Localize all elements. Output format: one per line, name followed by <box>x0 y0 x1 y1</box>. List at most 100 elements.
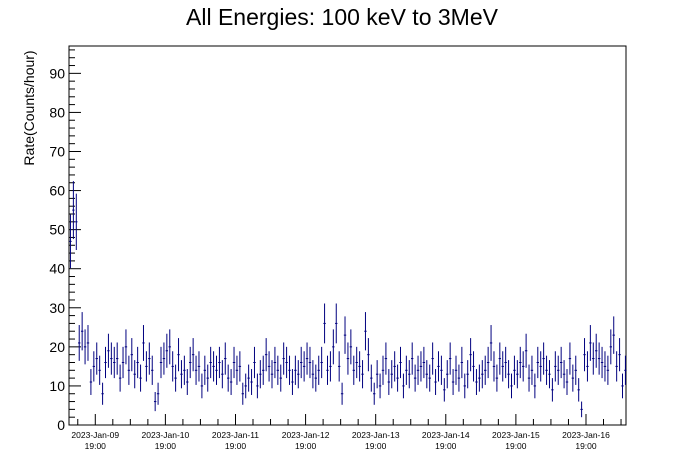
x-tick-date: 2023-Jan-14 <box>422 430 470 440</box>
data-point <box>475 369 478 395</box>
data-point <box>434 369 437 395</box>
data-point <box>212 351 215 382</box>
y-tick-label: 60 <box>49 183 65 199</box>
data-point <box>127 355 131 385</box>
data-point <box>340 382 344 405</box>
data-point <box>329 351 332 382</box>
x-tick-date: 2023-Jan-15 <box>492 430 540 440</box>
data-point <box>300 346 303 379</box>
data-point <box>554 351 557 382</box>
x-axis: 2023-Jan-09 19:00 2023-Jan-10 19:00 2023-Jan… <box>71 414 622 451</box>
data-point <box>621 373 624 399</box>
data-point <box>402 373 405 399</box>
data-point <box>229 369 233 395</box>
data-point <box>118 364 122 392</box>
data-point <box>586 351 589 382</box>
data-point <box>600 346 604 379</box>
data-point <box>580 401 583 418</box>
data-point <box>595 333 598 368</box>
y-tick-label: 50 <box>49 222 65 238</box>
data-point <box>425 360 429 389</box>
data-point <box>346 342 350 375</box>
data-point <box>302 351 306 382</box>
data-point <box>110 342 113 375</box>
data-point <box>454 355 458 385</box>
data-point <box>250 369 253 395</box>
x-tick-date: 2023-Jan-10 <box>142 430 190 440</box>
plot-frame <box>68 45 627 426</box>
data-point <box>218 346 221 379</box>
data-point <box>171 351 174 382</box>
data-point <box>308 346 312 379</box>
data-point <box>221 360 224 389</box>
data-point <box>305 342 309 375</box>
data-point <box>370 364 373 392</box>
data-point <box>381 355 385 385</box>
data-point <box>326 355 329 385</box>
data-point <box>387 369 391 395</box>
data-point <box>489 325 493 361</box>
x-tick-date: 2023-Jan-12 <box>282 430 330 440</box>
data-point <box>574 355 577 385</box>
data-point <box>151 355 154 385</box>
data-point <box>440 355 443 385</box>
y-axis-label: Rate(Counts/hour) <box>21 50 37 165</box>
data-point <box>130 338 133 372</box>
data-point <box>80 312 84 351</box>
data-point <box>478 364 481 392</box>
data-point <box>165 333 169 368</box>
data-point <box>209 346 212 379</box>
data-point <box>410 342 414 375</box>
data-point <box>168 329 171 365</box>
data-point <box>177 338 180 372</box>
data-point <box>355 346 358 379</box>
data-point <box>507 360 510 389</box>
data-point <box>592 342 595 375</box>
y-tick-label: 70 <box>49 143 65 159</box>
data-point <box>469 338 472 372</box>
data-points <box>69 181 627 418</box>
data-point <box>361 360 364 389</box>
data-point <box>609 329 613 365</box>
data-point <box>521 351 525 382</box>
data-point <box>285 346 288 379</box>
data-point <box>527 364 531 392</box>
data-point <box>431 342 434 375</box>
data-point <box>148 342 151 375</box>
y-tick-label: 90 <box>49 65 65 81</box>
data-point <box>235 355 239 385</box>
data-point <box>332 329 335 365</box>
data-point <box>256 373 259 399</box>
data-point <box>510 373 513 399</box>
data-point <box>486 346 490 379</box>
data-point <box>384 342 388 375</box>
data-point <box>291 369 294 395</box>
data-point <box>104 346 107 379</box>
data-point <box>393 351 396 382</box>
data-point <box>524 333 528 368</box>
data-point <box>78 325 81 361</box>
data-point <box>314 364 318 392</box>
data-point <box>516 360 519 389</box>
data-point <box>311 360 315 389</box>
data-point <box>562 360 566 389</box>
data-point <box>396 364 399 392</box>
data-point <box>542 342 545 375</box>
data-point <box>86 325 90 361</box>
data-point <box>603 351 607 382</box>
x-tick-time: 19:00 <box>225 441 247 451</box>
data-point <box>194 355 198 385</box>
x-tick-date: 2023-Jan-09 <box>71 430 119 440</box>
data-point <box>174 364 177 392</box>
data-point <box>428 364 431 392</box>
data-point <box>530 355 534 385</box>
data-point <box>247 364 250 392</box>
data-point <box>343 316 347 354</box>
data-point <box>571 364 575 392</box>
data-point <box>457 364 461 392</box>
data-point <box>115 342 119 375</box>
x-tick-date: 2023-Jan-16 <box>562 430 610 440</box>
x-tick-time: 19:00 <box>365 441 387 451</box>
data-point <box>551 378 554 402</box>
data-point <box>238 351 242 382</box>
